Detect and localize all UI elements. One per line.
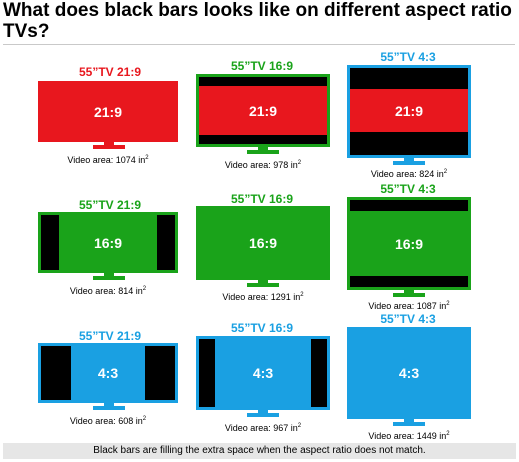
video-area-label: Video area: 978 in2 xyxy=(224,160,302,170)
aspect-label: 16:9 xyxy=(394,235,424,252)
video-area-label: Video area: 814 in2 xyxy=(69,286,147,296)
aspect-label: 4:3 xyxy=(252,365,274,381)
tv-screen-4-3: 16:9 xyxy=(347,197,471,290)
tv-stand xyxy=(104,273,114,277)
tv-label-4-3: 55”TV 4:3 xyxy=(380,312,436,326)
tv-stand xyxy=(258,147,268,151)
caption-bar: Black bars are filling the extra space w… xyxy=(3,443,516,459)
tv-screen-4-3: 21:9 xyxy=(347,65,471,158)
picture-area: 21:9 xyxy=(41,84,175,139)
picture-area: 16:9 xyxy=(350,211,468,276)
title-divider xyxy=(3,44,515,45)
picture-area: 16:9 xyxy=(59,215,157,270)
tv-stand-base xyxy=(247,283,279,287)
video-area-label: Video area: 608 in2 xyxy=(69,416,147,426)
tv-stand xyxy=(258,280,268,284)
tv-stand-base xyxy=(393,161,425,165)
video-area-label: Video area: 1074 in2 xyxy=(67,155,149,165)
tv-stand-base xyxy=(393,422,425,426)
tv-stand xyxy=(404,158,414,162)
tv-label-21-9: 55”TV 21:9 xyxy=(78,329,142,343)
tv-label-16-9: 55”TV 16:9 xyxy=(230,321,294,335)
tv-stand xyxy=(404,290,414,294)
picture-area: 16:9 xyxy=(199,209,327,277)
picture-area: 4:3 xyxy=(215,339,311,407)
aspect-label: 21:9 xyxy=(93,103,123,120)
tv-screen-16-9: 4:3 xyxy=(196,336,330,410)
caption-text: Black bars are filling the extra space w… xyxy=(93,445,426,456)
tv-screen-21-9: 4:3 xyxy=(38,343,178,403)
tv-label-4-3: 55”TV 4:3 xyxy=(380,50,436,64)
tv-screen-4-3: 4:3 xyxy=(347,327,471,419)
tv-stand-base xyxy=(247,150,279,154)
video-area-label: Video area: 967 in2 xyxy=(224,423,302,433)
tv-stand-base xyxy=(93,406,125,410)
video-area-label: Video area: 1449 in2 xyxy=(368,431,450,441)
picture-area: 4:3 xyxy=(71,346,145,400)
tv-label-4-3: 55”TV 4:3 xyxy=(380,182,436,196)
tv-screen-16-9: 16:9 xyxy=(196,206,330,280)
aspect-label: 21:9 xyxy=(248,102,278,119)
picture-area: 4:3 xyxy=(350,330,468,416)
aspect-label: 4:3 xyxy=(398,365,420,381)
tv-label-16-9: 55”TV 16:9 xyxy=(230,59,294,73)
tv-screen-16-9: 21:9 xyxy=(196,74,330,147)
tv-label-16-9: 55”TV 16:9 xyxy=(230,192,294,206)
picture-area: 21:9 xyxy=(199,86,327,135)
video-area-label: Video area: 1087 in2 xyxy=(368,301,450,311)
tv-label-21-9: 55”TV 21:9 xyxy=(78,65,142,79)
tv-stand-base xyxy=(247,413,279,417)
aspect-label: 4:3 xyxy=(97,365,119,381)
tv-stand xyxy=(104,142,114,146)
tv-stand-base xyxy=(393,293,425,297)
page-title: What does black bars looks like on diffe… xyxy=(3,0,512,42)
tv-label-21-9: 55”TV 21:9 xyxy=(78,198,142,212)
tv-stand-base xyxy=(93,276,125,280)
picture-area: 21:9 xyxy=(350,89,468,132)
aspect-label: 16:9 xyxy=(248,235,278,251)
tv-screen-21-9: 16:9 xyxy=(38,212,178,273)
tv-stand xyxy=(404,419,414,423)
aspect-label: 21:9 xyxy=(394,102,424,119)
aspect-label: 16:9 xyxy=(93,234,123,251)
video-area-label: Video area: 824 in2 xyxy=(370,169,448,179)
tv-stand xyxy=(104,403,114,407)
tv-stand xyxy=(258,410,268,414)
tv-stand-base xyxy=(93,145,125,149)
video-area-label: Video area: 1291 in2 xyxy=(222,292,304,302)
tv-screen-21-9: 21:9 xyxy=(38,81,178,142)
